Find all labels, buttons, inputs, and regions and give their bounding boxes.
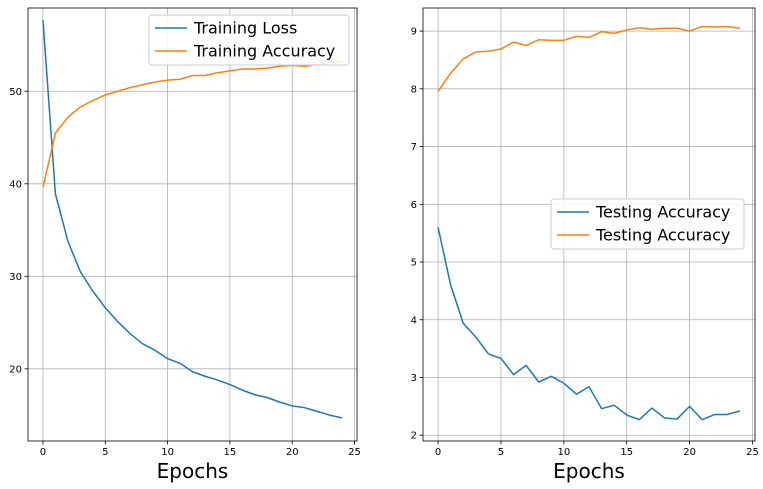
y-tick-label: 7 bbox=[411, 142, 417, 153]
y-tick-label: 20 bbox=[9, 364, 22, 375]
x-tick-label: 5 bbox=[102, 447, 108, 458]
y-tick-label: 30 bbox=[9, 272, 22, 283]
legend-box bbox=[148, 14, 350, 66]
y-tick-label: 8 bbox=[411, 84, 417, 95]
y-tick-label: 9 bbox=[411, 27, 417, 38]
x-tick-label: 25 bbox=[348, 447, 361, 458]
y-tick-label: 6 bbox=[411, 200, 417, 211]
x-tick-label: 10 bbox=[161, 447, 174, 458]
testing-accuracy-panel: 0 5 10 15 20 25 2 3 4 5 6 7 8 9 Epochs Testing Accuracy… bbox=[411, 7, 759, 483]
y-tick-label: 40 bbox=[9, 179, 22, 190]
x-tick-label: 10 bbox=[557, 447, 570, 458]
legend-box bbox=[550, 198, 745, 250]
plot-frame bbox=[27, 7, 358, 442]
series-line bbox=[437, 25, 741, 92]
legend-label: Testing Accuracy bbox=[595, 203, 730, 222]
series-line bbox=[437, 227, 741, 421]
legend-label: Testing Accuracy bbox=[595, 226, 730, 245]
x-tick-label: 0 bbox=[40, 447, 46, 458]
x-axis-label: Epochs bbox=[553, 459, 625, 483]
x-tick-label: 15 bbox=[620, 447, 633, 458]
x-tick-label: 0 bbox=[435, 447, 441, 458]
x-tick-label: 20 bbox=[683, 447, 696, 458]
loss-accuracy-panel: 0 5 10 15 20 25 20 30 40 50 Epochs Training Loss Tra… bbox=[9, 7, 361, 483]
x-axis-label: Epochs bbox=[157, 459, 229, 483]
x-tick-label: 20 bbox=[286, 447, 299, 458]
y-tick-label: 5 bbox=[411, 258, 417, 269]
y-tick-label: 2 bbox=[411, 431, 417, 442]
x-tick-label: 15 bbox=[224, 447, 237, 458]
y-tick-label: 3 bbox=[411, 373, 417, 384]
series-line bbox=[42, 60, 343, 188]
legend-label: Training Loss bbox=[193, 19, 297, 38]
y-tick-label: 50 bbox=[9, 87, 22, 98]
legend-label: Training Accuracy bbox=[193, 42, 335, 61]
x-tick-label: 5 bbox=[498, 447, 504, 458]
plot-frame bbox=[422, 7, 756, 442]
y-tick-label: 4 bbox=[411, 315, 417, 326]
x-tick-label: 25 bbox=[746, 447, 759, 458]
series-line bbox=[42, 19, 343, 419]
